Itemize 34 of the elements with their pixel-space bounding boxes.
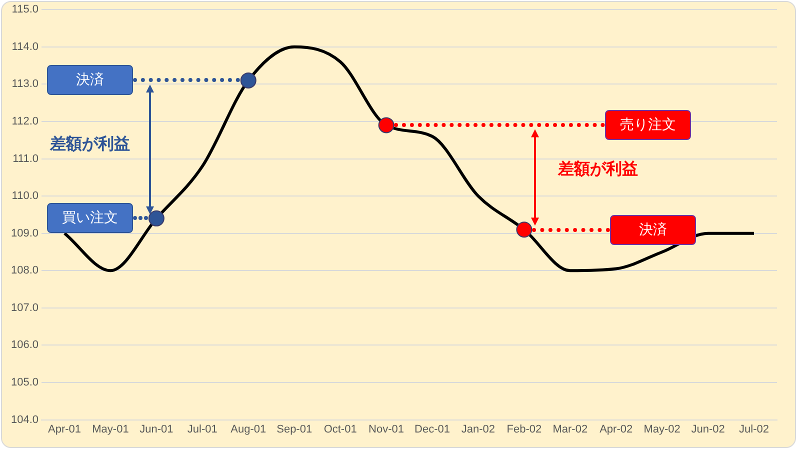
y-tick-label: 110.0 — [12, 190, 39, 202]
y-tick-label: 105.0 — [10, 376, 39, 389]
y-tick-label: 109.0 — [10, 227, 39, 240]
x-tick-label: Nov-01 — [368, 423, 404, 436]
y-tick-label: 113.0 — [12, 78, 39, 90]
x-tick-label: Jun-02 — [691, 423, 725, 436]
y-tick-label: 104.0 — [10, 414, 39, 426]
annotation: 売り注文 — [604, 110, 691, 140]
x-tick-label: Apr-01 — [48, 423, 82, 436]
x-tick-label: Dec-01 — [414, 423, 450, 436]
y-tick-label: 106.0 — [10, 339, 39, 352]
y-tick-label: 112.0 — [12, 116, 39, 128]
x-tick-label: May-02 — [644, 423, 680, 436]
x-tick-label: Aug-01 — [230, 423, 266, 436]
x-tick-label: Mar-02 — [552, 423, 588, 436]
x-tick-label: Apr-02 — [600, 423, 633, 436]
y-tick-label: 107.0 — [10, 302, 39, 314]
annotation: 差額が利益 — [557, 159, 638, 178]
x-tick-label: Jul-01 — [187, 423, 218, 436]
annotation: 決済 — [610, 214, 696, 245]
annotation: 買い注文 — [47, 203, 133, 234]
x-tick-label: Oct-01 — [324, 423, 357, 436]
y-tick-label: 108.0 — [10, 264, 39, 277]
annotation: 差額が利益 — [49, 134, 130, 154]
x-tick-label: Sep-01 — [276, 423, 312, 436]
x-tick-label: Jan-02 — [461, 423, 496, 436]
y-tick-label: 114.0 — [12, 40, 39, 53]
y-tick-label: 115.0 — [12, 4, 39, 16]
x-tick-label: May-01 — [92, 423, 129, 436]
x-tick-label: Jun-01 — [140, 423, 174, 436]
annotation: 決済 — [47, 65, 133, 96]
x-tick-label: Feb-02 — [506, 423, 542, 436]
x-tick-label: Jul-02 — [739, 423, 769, 436]
y-tick-label: 111.0 — [12, 152, 39, 165]
